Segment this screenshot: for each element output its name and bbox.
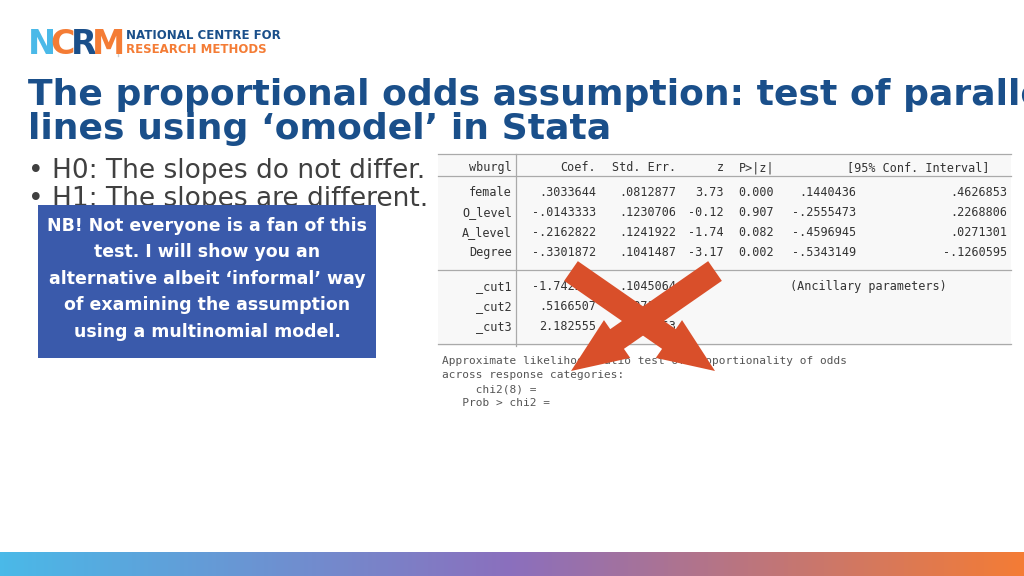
- Text: N: N: [28, 28, 56, 61]
- Text: Prob > chi2 =: Prob > chi2 =: [442, 398, 550, 408]
- Text: .1230706: .1230706: [618, 206, 676, 219]
- Text: -.4596945: -.4596945: [792, 226, 856, 239]
- Text: The proportional odds assumption: test of parallel: The proportional odds assumption: test o…: [28, 78, 1024, 112]
- Text: .0812877: .0812877: [618, 186, 676, 199]
- Text: 2.182555: 2.182555: [539, 320, 596, 333]
- Text: .1045064: .1045064: [618, 280, 676, 293]
- Text: .0971174: .0971174: [618, 300, 676, 313]
- Text: P>|z|: P>|z|: [738, 161, 774, 174]
- Text: (Ancillary parameters): (Ancillary parameters): [790, 280, 947, 293]
- Text: M: M: [92, 28, 125, 61]
- Text: 0.907: 0.907: [738, 206, 774, 219]
- Text: .1440436: .1440436: [799, 186, 856, 199]
- Text: R: R: [71, 28, 96, 61]
- Text: .110763: .110763: [626, 320, 676, 333]
- Text: Degree: Degree: [469, 246, 512, 259]
- Text: _cut1: _cut1: [476, 280, 512, 293]
- Text: across response categories:: across response categories:: [442, 370, 625, 380]
- Text: RESEARCH METHODS: RESEARCH METHODS: [126, 43, 266, 56]
- Text: Approximate likelihood-ratio test of proportionality of odds: Approximate likelihood-ratio test of pro…: [442, 356, 847, 366]
- Text: -1.74: -1.74: [688, 226, 724, 239]
- Text: -.2162822: -.2162822: [531, 226, 596, 239]
- Text: [95% Conf. Interval]: [95% Conf. Interval]: [847, 161, 989, 174]
- Text: .1041487: .1041487: [618, 246, 676, 259]
- FancyBboxPatch shape: [438, 154, 1011, 346]
- Text: .4626853: .4626853: [950, 186, 1007, 199]
- Text: • H1: The slopes are different.: • H1: The slopes are different.: [28, 186, 428, 212]
- Text: -.1260595: -.1260595: [943, 246, 1007, 259]
- Text: _cut2: _cut2: [476, 300, 512, 313]
- Text: O_level: O_level: [462, 206, 512, 219]
- Text: wburgl: wburgl: [469, 161, 512, 174]
- Text: -1.742256: -1.742256: [531, 280, 596, 293]
- Text: .0271301: .0271301: [950, 226, 1007, 239]
- Text: 0.000: 0.000: [738, 186, 774, 199]
- Text: Std. Err.: Std. Err.: [612, 161, 676, 174]
- Text: chi2(8) =: chi2(8) =: [442, 384, 537, 394]
- Text: .1241922: .1241922: [618, 226, 676, 239]
- Text: NATIONAL CENTRE FOR: NATIONAL CENTRE FOR: [126, 29, 281, 42]
- FancyBboxPatch shape: [38, 205, 376, 358]
- Text: female: female: [469, 186, 512, 199]
- Text: NB! Not everyone is a fan of this
test. I will show you an
alternative albeit ‘i: NB! Not everyone is a fan of this test. …: [47, 217, 367, 340]
- Text: 0.002: 0.002: [738, 246, 774, 259]
- Text: .3033644: .3033644: [539, 186, 596, 199]
- Text: -3.17: -3.17: [688, 246, 724, 259]
- Text: .2268806: .2268806: [950, 206, 1007, 219]
- Text: 0.082: 0.082: [738, 226, 774, 239]
- Text: _cut3: _cut3: [476, 320, 512, 333]
- Polygon shape: [571, 261, 722, 371]
- Text: lines using ‘omodel’ in Stata: lines using ‘omodel’ in Stata: [28, 112, 611, 146]
- Text: A_level: A_level: [462, 226, 512, 239]
- Text: -.2555473: -.2555473: [792, 206, 856, 219]
- Text: -.0143333: -.0143333: [531, 206, 596, 219]
- Text: • H0: The slopes do not differ.: • H0: The slopes do not differ.: [28, 158, 425, 184]
- Polygon shape: [564, 261, 715, 371]
- Text: Coef.: Coef.: [560, 161, 596, 174]
- Text: -0.12: -0.12: [688, 206, 724, 219]
- Text: .5166507: .5166507: [539, 300, 596, 313]
- Text: -.5343149: -.5343149: [792, 246, 856, 259]
- Text: 3.73: 3.73: [695, 186, 724, 199]
- Text: C: C: [50, 28, 75, 61]
- Text: -.3301872: -.3301872: [531, 246, 596, 259]
- Text: z: z: [717, 161, 724, 174]
